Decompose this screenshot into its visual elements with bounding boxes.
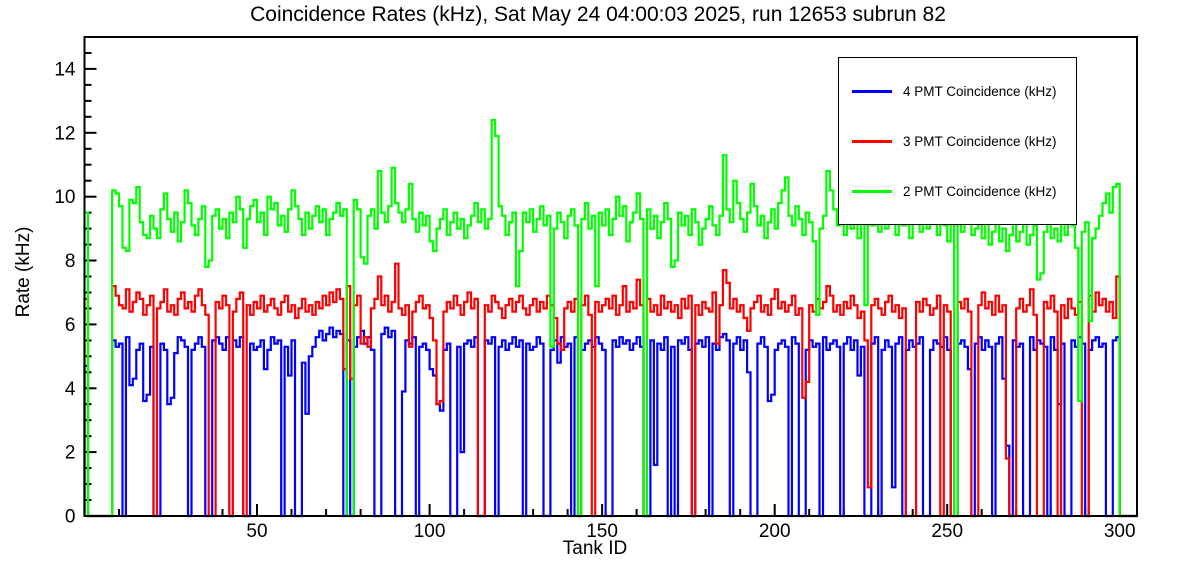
- svg-text:14: 14: [54, 59, 76, 80]
- y-axis-title: Rate (kHz): [13, 227, 34, 318]
- svg-text:8: 8: [65, 251, 76, 272]
- series-line-2pmt: [83, 118, 1137, 518]
- legend-item: 4 PMT Coincidence (kHz): [843, 84, 1072, 99]
- svg-text:300: 300: [1104, 521, 1136, 542]
- svg-text:150: 150: [586, 521, 618, 542]
- svg-text:10: 10: [54, 187, 75, 208]
- plot-frame: [83, 36, 1138, 517]
- svg-text:50: 50: [246, 521, 267, 542]
- svg-text:2: 2: [65, 443, 76, 464]
- legend-line-swatch-blue: [852, 89, 892, 93]
- legend-item-label: 2 PMT Coincidence (kHz): [903, 183, 1057, 199]
- tick-labels: 0 2 4 6 8 10 12 14 50 100 150 200 250 300: [54, 59, 1135, 542]
- legend-line-swatch-green: [852, 189, 892, 193]
- legend-item-label: 3 PMT Coincidence (kHz): [903, 133, 1057, 149]
- svg-text:200: 200: [759, 521, 791, 542]
- x-axis-title: Tank ID: [563, 538, 627, 559]
- svg-text:0: 0: [65, 507, 76, 528]
- legend-item: 2 PMT Coincidence (kHz): [843, 184, 1072, 199]
- series-line-3pmt: [83, 262, 1137, 518]
- svg-text:100: 100: [414, 521, 446, 542]
- legend-item-label: 4 PMT Coincidence (kHz): [903, 83, 1057, 99]
- legend-item: 3 PMT Coincidence (kHz): [843, 134, 1072, 149]
- svg-text:6: 6: [65, 315, 76, 336]
- svg-text:12: 12: [54, 123, 75, 144]
- legend-line-swatch-red: [852, 139, 892, 143]
- svg-text:250: 250: [931, 521, 963, 542]
- svg-text:4: 4: [65, 379, 76, 400]
- chart-title: Coincidence Rates (kHz), Sat May 24 04:0…: [250, 3, 946, 26]
- legend: 4 PMT Coincidence (kHz) 3 PMT Coincidenc…: [838, 57, 1077, 225]
